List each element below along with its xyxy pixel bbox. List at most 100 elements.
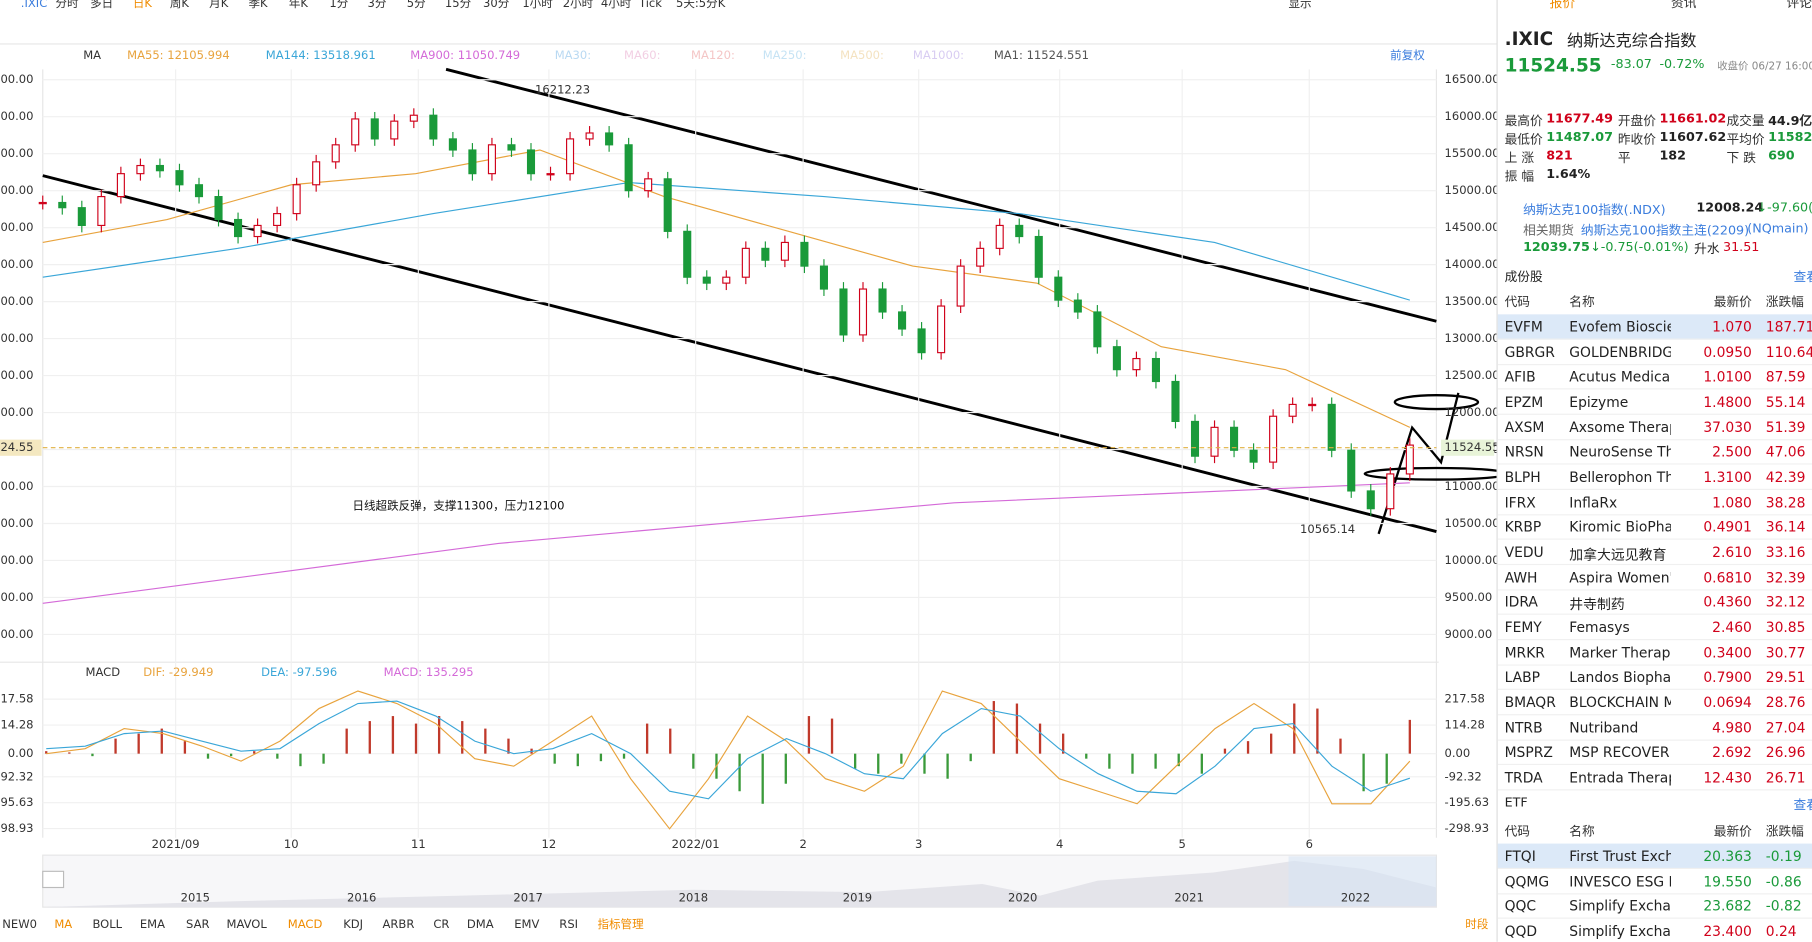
table-cell: InflaRx bbox=[1569, 494, 1618, 511]
stat-label: 成交量 bbox=[1726, 113, 1765, 129]
y-tick-label: -92.32 bbox=[1445, 769, 1482, 783]
toolbar-item[interactable]: 月K bbox=[209, 0, 229, 10]
table-cell: 32.39 bbox=[1765, 569, 1806, 586]
panel-tab[interactable]: 评论 bbox=[1786, 0, 1812, 11]
toolbar-item[interactable]: 1小时 bbox=[522, 0, 553, 10]
overview-handle[interactable] bbox=[42, 870, 65, 889]
toolbar-item[interactable]: 1分 bbox=[329, 0, 348, 10]
y-tick-label-left: 13000.00 bbox=[0, 331, 34, 345]
table-row[interactable] bbox=[1497, 690, 1812, 716]
table-row[interactable] bbox=[1497, 515, 1812, 541]
table-cell: Axsome Therap bbox=[1569, 419, 1671, 436]
table-row[interactable] bbox=[1497, 414, 1812, 440]
table-row[interactable] bbox=[1497, 465, 1812, 490]
panel-name: 纳斯达克综合指数 bbox=[1566, 32, 1697, 51]
table-row[interactable] bbox=[1497, 590, 1812, 616]
candle bbox=[273, 213, 282, 227]
section-more[interactable]: 查看 bbox=[1793, 797, 1811, 813]
table-row[interactable] bbox=[1497, 389, 1812, 415]
toolbar-item[interactable]: 日K bbox=[133, 0, 153, 10]
x-tick-label: 12 bbox=[542, 837, 557, 851]
toolbar-item[interactable]: 15分 bbox=[445, 0, 472, 10]
toolbar-item[interactable]: 30分 bbox=[483, 0, 510, 10]
related-name[interactable]: 纳斯达克100指数(.NDX) bbox=[1523, 202, 1666, 218]
table-row[interactable] bbox=[1497, 364, 1812, 390]
toolbar-item[interactable]: 多日 bbox=[90, 0, 113, 10]
table-cell: BLOCKCHAIN M bbox=[1569, 694, 1671, 711]
table-cell: 42.39 bbox=[1765, 469, 1806, 486]
toolbar-item[interactable]: 显示 bbox=[1288, 0, 1311, 10]
toolbar-item[interactable]: Tick bbox=[638, 0, 662, 10]
indicator-tab[interactable]: MAVOL bbox=[226, 917, 267, 931]
table-cell: 加拿大远见教育 bbox=[1569, 546, 1667, 563]
table-row[interactable] bbox=[1497, 339, 1812, 365]
toolbar-item[interactable]: 年K bbox=[289, 0, 309, 10]
indicator-tab[interactable]: EMA bbox=[140, 917, 165, 931]
table-cell: 37.030 bbox=[1703, 419, 1752, 436]
table-row[interactable] bbox=[1497, 715, 1812, 741]
table-row[interactable] bbox=[1497, 440, 1812, 465]
candle bbox=[1230, 426, 1239, 451]
chart-area: .IXIC 分时 多日 日K 周K 月K 季K 年K 1分 3分 5分 15分 30分 1小时 2小时 4小时… bbox=[0, 0, 1510, 931]
related-name[interactable]: 纳斯达克100指数主连(2209) bbox=[1580, 223, 1750, 239]
candle bbox=[1034, 235, 1043, 278]
table-cell: 井寺制药 bbox=[1569, 596, 1625, 613]
table-row[interactable] bbox=[1497, 869, 1812, 895]
table-cell: 38.28 bbox=[1765, 494, 1806, 511]
y-tick-label-left: 0.00 bbox=[8, 746, 34, 760]
indicator-tab[interactable]: NEW0 bbox=[2, 917, 37, 931]
indicator-tab[interactable]: SAR bbox=[186, 917, 209, 931]
indicator-tab[interactable]: CR bbox=[433, 917, 449, 931]
toolbar-item[interactable]: 周K bbox=[170, 0, 190, 10]
toolbar-item[interactable]: .IXIC bbox=[21, 0, 47, 10]
stat-value: 11607.62 bbox=[1659, 129, 1727, 145]
table-row[interactable] bbox=[1497, 565, 1812, 591]
table-row[interactable] bbox=[1497, 314, 1812, 340]
toolbar-item[interactable]: 5天:5分K bbox=[676, 0, 726, 10]
indicator-tab[interactable]: KDJ bbox=[343, 917, 363, 931]
indicator-tab[interactable]: DMA bbox=[467, 917, 494, 931]
table-cell: 2.692 bbox=[1712, 744, 1752, 761]
table-cell: 12.430 bbox=[1703, 769, 1752, 786]
indicator-tab[interactable]: BOLL bbox=[92, 917, 122, 931]
x-tick-label: 2021/09 bbox=[152, 837, 200, 851]
table-row[interactable] bbox=[1497, 740, 1812, 766]
toolbar-item[interactable]: 4小时 bbox=[601, 0, 632, 10]
toolbar-item[interactable]: 3分 bbox=[367, 0, 386, 10]
indicator-tab[interactable]: MA bbox=[54, 917, 72, 931]
table-cell: 0.24 bbox=[1765, 923, 1797, 940]
candle bbox=[1171, 380, 1180, 423]
indicator-tab[interactable]: EMV bbox=[514, 917, 539, 931]
table-row[interactable] bbox=[1497, 665, 1812, 691]
adjust-label[interactable]: 前复权 bbox=[1390, 48, 1425, 62]
table-row[interactable] bbox=[1497, 765, 1812, 791]
toolbar-item[interactable]: 季K bbox=[248, 0, 268, 10]
macd-dif-label: DIF: -29.949 bbox=[143, 665, 213, 679]
table-row[interactable] bbox=[1497, 843, 1812, 870]
panel-tab[interactable]: 资讯 bbox=[1670, 0, 1697, 11]
table-row[interactable] bbox=[1497, 490, 1812, 516]
table-cell: AWH bbox=[1504, 569, 1538, 586]
indicator-tab[interactable]: ARBR bbox=[383, 917, 415, 931]
toolbar-item[interactable]: 5分 bbox=[407, 0, 426, 10]
panel-time: 收盘价 06/27 16:00 bbox=[1717, 61, 1812, 73]
indicator-tab[interactable]: 时段 bbox=[1465, 917, 1489, 931]
section-more[interactable]: 查看 bbox=[1793, 269, 1811, 285]
ma-label: MA250: bbox=[763, 48, 807, 62]
indicator-tab[interactable]: RSI bbox=[559, 917, 578, 931]
table-row[interactable] bbox=[1497, 894, 1812, 920]
ma144-line bbox=[42, 181, 1410, 301]
panel-tab[interactable]: 报价 bbox=[1549, 0, 1576, 11]
table-row[interactable] bbox=[1497, 640, 1812, 666]
table-row[interactable] bbox=[1497, 540, 1812, 566]
overview-year: 2019 bbox=[843, 890, 872, 904]
x-tick-label: 10 bbox=[284, 837, 299, 851]
indicator-tab[interactable]: MACD bbox=[288, 917, 323, 931]
y-tick-label-left: 15000.00 bbox=[0, 183, 34, 197]
table-cell: 187.71 bbox=[1765, 318, 1812, 336]
indicator-tab[interactable]: 指标管理 bbox=[597, 917, 644, 931]
candle bbox=[370, 118, 379, 140]
table-row[interactable] bbox=[1497, 615, 1812, 641]
toolbar-item[interactable]: 分时 bbox=[55, 0, 79, 10]
toolbar-item[interactable]: 2小时 bbox=[563, 0, 594, 10]
